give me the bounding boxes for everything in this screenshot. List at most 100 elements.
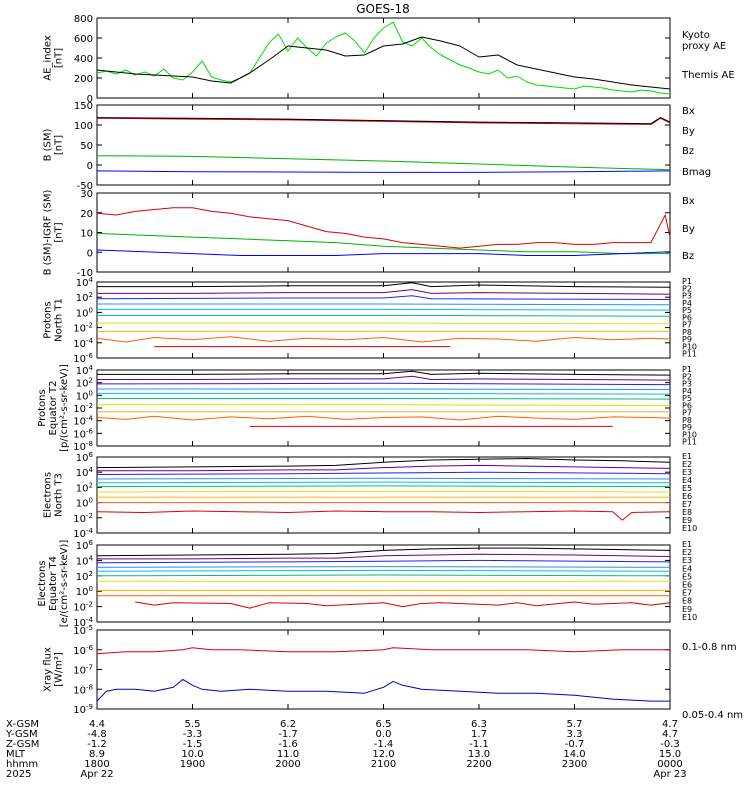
x-table-value: -0.3 <box>660 739 680 750</box>
legend-entry: P2 <box>682 284 692 293</box>
panel-8: 10-5 10-6 10-7 10-8 10-9 Xray flux [W/m²] 0.1-0… <box>43 624 744 721</box>
legend-entry: P5 <box>682 394 692 403</box>
series-line-p6 <box>97 314 671 317</box>
series-line-p3 <box>96 295 671 300</box>
series-line-bz <box>96 117 671 125</box>
series-line-themis-ae <box>96 36 671 90</box>
series-line-p6 <box>97 398 671 400</box>
series-line-by <box>96 155 671 171</box>
series-line-p2 <box>97 375 671 381</box>
y-tick-label: 0 <box>87 248 93 259</box>
legend-entry: P11 <box>682 350 697 359</box>
x-table-value: -1.4 <box>374 739 394 750</box>
y-tick-label: 102 <box>76 377 93 390</box>
series-line-e1 <box>96 458 671 469</box>
x-table-row-label: Y-GSM <box>5 729 38 740</box>
legend-entry: E10 <box>682 613 697 622</box>
legend-entry: 0.05-0.4 nm <box>682 710 743 721</box>
y-tick-label: 106 <box>76 451 94 464</box>
y-tick-label: 0 <box>87 161 93 172</box>
legend-entry: Bx <box>682 196 695 207</box>
series-line-e5 <box>96 481 671 484</box>
legend-entry: P8 <box>682 416 692 425</box>
legend-entry: E2 <box>682 460 692 469</box>
y-axis-label: North T1 <box>54 298 65 342</box>
y-axis-label: Xray flux <box>43 647 54 692</box>
x-table-value: 1.7 <box>471 729 487 740</box>
series-line-p1 <box>97 282 671 288</box>
legend-entry: P10 <box>682 342 697 351</box>
x-table-value: 15.0 <box>659 749 681 760</box>
x-table-value: -1.7 <box>278 729 298 740</box>
series-line-p4 <box>97 303 671 306</box>
series-line-e4 <box>96 566 671 568</box>
y-axis-label: Equator T2 <box>48 381 59 436</box>
series-line-p1 <box>97 370 671 376</box>
y-axis-label: Electrons <box>37 560 48 606</box>
x-table-value: 1800 <box>84 759 109 770</box>
y-tick-label: 100 <box>76 585 93 598</box>
y-axis-label: Protons <box>43 301 54 338</box>
x-table-row-label: 2025 <box>6 769 31 780</box>
plot-frame <box>96 544 671 623</box>
series-line-e10 <box>135 601 671 609</box>
legend-entry: E1 <box>682 452 692 461</box>
series-line-p5 <box>97 392 671 395</box>
series-line-p7 <box>97 404 671 406</box>
legend-entry: P4 <box>682 387 692 396</box>
y-tick-label: 100 <box>74 121 93 132</box>
x-table-row-label: Z-GSM <box>6 739 39 750</box>
x-table-value: 5.5 <box>185 719 201 730</box>
legend-entry: E7 <box>682 500 692 509</box>
series-line-e4 <box>96 477 671 480</box>
y-tick-label: 100 <box>76 306 93 319</box>
series-line-e10 <box>96 510 671 521</box>
series-line-p9 <box>96 336 671 343</box>
y-tick-label: 10-5 <box>73 624 93 637</box>
x-table-value: 12.0 <box>372 749 394 760</box>
y-axis-label: [W/m²] <box>54 652 65 687</box>
y-axis-label: Equator T4 <box>48 556 59 611</box>
x-table-value: 14.0 <box>563 749 585 760</box>
legend-entry: P7 <box>682 409 692 418</box>
series-line-e3 <box>96 471 671 475</box>
y-tick-label: 10-2 <box>73 601 93 614</box>
legend-entry: By <box>682 126 695 137</box>
x-table-row-label: X-GSM <box>6 719 39 730</box>
legend-entry: E7 <box>682 589 692 598</box>
legend-entry: E8 <box>682 597 692 606</box>
y-tick-label: 10-7 <box>73 664 93 677</box>
y-axis-label: B (SM)-IGRF (SM) <box>43 190 54 276</box>
y-axis-label: AE_index <box>43 35 54 81</box>
y-axis-label: [nT] <box>54 48 65 68</box>
legend-entry: P3 <box>682 292 692 301</box>
y-tick-label: 10-9 <box>73 703 93 716</box>
series-line-p2 <box>97 289 671 295</box>
legend-entry: P5 <box>682 306 692 315</box>
y-tick-label: 10-8 <box>73 683 93 696</box>
x-date-label: Apr 22 <box>80 769 113 780</box>
y-axis-label: [e/(cm²-s-sr-keV)] <box>59 540 70 628</box>
series-line-0-05-0-4-nm <box>96 678 670 702</box>
x-table-value: 5.7 <box>567 719 583 730</box>
x-table-value: 2100 <box>371 759 396 770</box>
x-table-value: 3.3 <box>567 729 583 740</box>
x-table-value: 4.7 <box>662 719 678 730</box>
x-table-value: 2300 <box>562 759 587 770</box>
x-table-value: 6.2 <box>280 719 296 730</box>
plot-frame <box>96 192 671 273</box>
series-line-bmag <box>96 117 671 125</box>
legend-entry: P7 <box>682 321 692 330</box>
legend-entry: E4 <box>682 564 692 573</box>
x-table-value: 13.0 <box>468 749 490 760</box>
series-line-e6 <box>96 574 671 577</box>
series-line-e3 <box>96 559 671 564</box>
y-tick-label: 102 <box>76 481 93 494</box>
legend-entry: Bz <box>682 146 694 157</box>
x-table-value: 8.9 <box>89 749 105 760</box>
y-axis-label: [nT] <box>54 135 65 155</box>
x-table-row-label: hhmm <box>6 759 38 770</box>
y-tick-label: 104 <box>76 466 94 479</box>
y-tick-label: 10 <box>80 229 93 240</box>
